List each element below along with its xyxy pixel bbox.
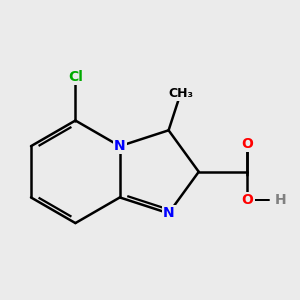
Text: Cl: Cl	[68, 70, 83, 84]
Text: H: H	[275, 193, 287, 207]
Text: CH₃: CH₃	[168, 87, 193, 100]
Text: N: N	[114, 139, 126, 153]
Text: N: N	[163, 206, 174, 220]
Text: O: O	[242, 136, 254, 151]
Text: O: O	[242, 193, 254, 207]
